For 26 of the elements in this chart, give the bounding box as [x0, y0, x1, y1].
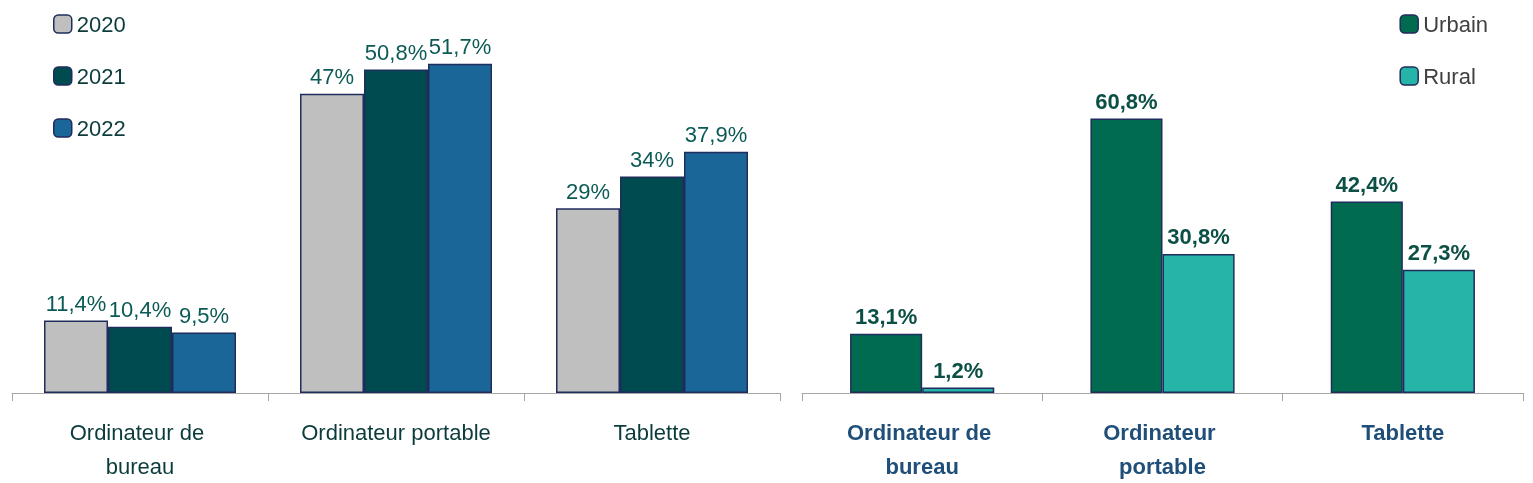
x-tick-label: Tablette: [1361, 419, 1445, 445]
legend-label: 2021: [76, 63, 126, 89]
data-label: 29%: [565, 178, 611, 204]
data-label: 1,2%: [933, 358, 984, 384]
x-tick-label: Ordinateur portable: [301, 419, 491, 445]
legend-label: 2020: [76, 11, 126, 37]
x-tick-label: Ordinateur de bureau: [846, 419, 998, 479]
data-label: 13,1%: [854, 304, 918, 330]
x-tick-label: Tablette: [613, 419, 691, 445]
data-label: 9,5%: [178, 303, 230, 329]
data-label: 37,9%: [684, 122, 748, 148]
data-label: 10,4%: [108, 297, 172, 323]
data-label: 60,8%: [1095, 89, 1158, 115]
x-tick-label: Ordinateur portable: [1103, 419, 1222, 479]
data-label: 42,4%: [1335, 172, 1398, 198]
data-label: 50,8%: [364, 40, 428, 66]
data-label: 47%: [309, 64, 355, 90]
data-label: 11,4%: [45, 290, 107, 316]
data-label: 27,3%: [1407, 240, 1471, 266]
data-label: 34%: [629, 147, 675, 173]
data-label: 51,7%: [428, 34, 492, 60]
x-tick-label: Ordinateur de bureau: [69, 419, 211, 479]
legend-label: Urbain: [1423, 11, 1488, 37]
legend-label: Rural: [1423, 63, 1476, 89]
legend-label: 2022: [76, 115, 126, 141]
data-label: 30,8%: [1167, 224, 1230, 250]
